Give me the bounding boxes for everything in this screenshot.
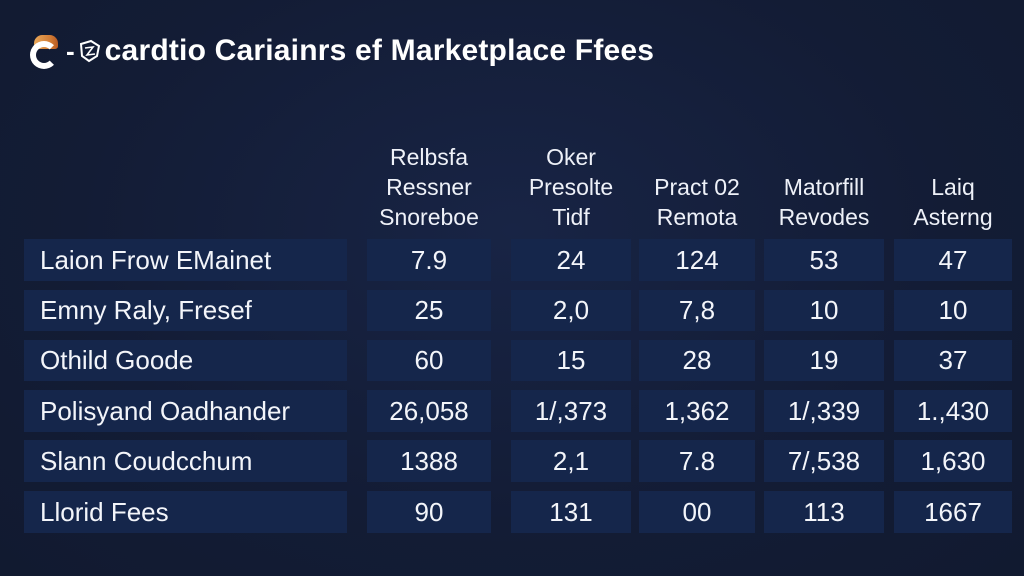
table-cell: 7.8 — [639, 440, 755, 482]
column-header-3-line-2: Remota — [656, 204, 738, 230]
column-header-1-line-3: Snoreboe — [379, 204, 479, 230]
table-cell: 00 — [639, 491, 755, 533]
column-header-3-line-1: Pract 02 — [654, 174, 740, 200]
table-cell: 90 — [367, 491, 491, 533]
table-cell: 10 — [764, 290, 884, 331]
column-header-5-line-2: Asterng — [913, 204, 993, 230]
table-cell: 2,0 — [511, 290, 631, 331]
column-header-3: Pract 02 Remota — [636, 140, 758, 232]
table-cell: 10 — [894, 290, 1012, 331]
title-dash: - — [66, 35, 75, 66]
title-bar: - cardtio Cariainrs ef Marketplace Ffees — [28, 26, 654, 76]
table-cell: 131 — [511, 491, 631, 533]
decorative-glyph-icon — [79, 39, 100, 63]
table-cell: 1,362 — [639, 390, 755, 432]
table-cell: 1/,373 — [511, 390, 631, 432]
table-cell: 28 — [639, 340, 755, 381]
row-label: Polisyand Oadhander — [24, 390, 347, 432]
table-cell: 25 — [367, 290, 491, 331]
row-label: Slann Coudcchum — [24, 440, 347, 482]
table-cell: 1,630 — [894, 440, 1012, 482]
table-cell: 15 — [511, 340, 631, 381]
row-label: Othild Goode — [24, 340, 347, 381]
table-cell: 1388 — [367, 440, 491, 482]
table-cell: 113 — [764, 491, 884, 533]
row-label: Laion Frow EMainet — [24, 239, 347, 281]
column-header-2-line-2: Presolte — [528, 174, 614, 200]
table-cell: 37 — [894, 340, 1012, 381]
column-header-1-line-1: Relbsfa — [390, 144, 468, 170]
column-header-1: Relbsfa Ressner Snoreboe — [362, 140, 496, 232]
table-cell: 26,058 — [367, 390, 491, 432]
table-cell: 124 — [639, 239, 755, 281]
table-cell: 1667 — [894, 491, 1012, 533]
table-cell: 1.,430 — [894, 390, 1012, 432]
column-header-5-line-1: Laiq — [931, 174, 975, 200]
column-header-4-line-1: Matorfill — [783, 174, 865, 200]
table-cell: 7/,538 — [764, 440, 884, 482]
table-cell: 1/,339 — [764, 390, 884, 432]
column-header-4-line-2: Revodes — [778, 204, 870, 230]
table-cell: 2,1 — [511, 440, 631, 482]
column-header-2: Oker Presolte Tidf — [508, 140, 634, 232]
column-header-2-line-1: Oker — [546, 144, 596, 170]
column-header-2-line-3: Tidf — [552, 204, 590, 230]
page-title: cardtio Cariainrs ef Marketplace Ffees — [104, 34, 655, 67]
column-header-1-line-2: Ressner — [386, 174, 472, 200]
table-cell: 60 — [367, 340, 491, 381]
row-label: Emny Raly, Fresef — [24, 290, 347, 331]
table-cell: 7.9 — [367, 239, 491, 281]
table-cell: 47 — [894, 239, 1012, 281]
table-cell: 19 — [764, 340, 884, 381]
table-cell: 24 — [511, 239, 631, 281]
table-cell: 53 — [764, 239, 884, 281]
brand-logo-icon — [28, 33, 62, 69]
table-cell: 7,8 — [639, 290, 755, 331]
row-label: Llorid Fees — [24, 491, 347, 533]
column-header-4: Matorfill Revodes — [760, 140, 888, 232]
column-header-5: Laiq Asterng — [890, 140, 1016, 232]
